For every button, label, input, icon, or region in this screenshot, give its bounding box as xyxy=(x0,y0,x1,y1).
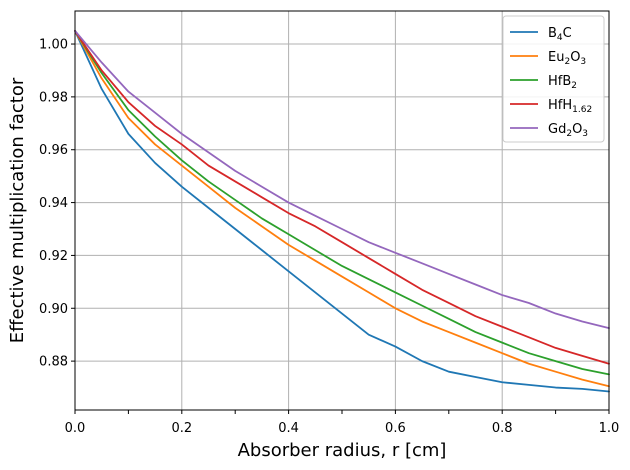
x-tick-label: 0.0 xyxy=(65,421,86,436)
legend-label: HfB2 xyxy=(548,74,577,91)
x-tick-label: 1.0 xyxy=(599,421,620,436)
y-tick-label: 0.98 xyxy=(39,90,68,105)
legend-box xyxy=(502,15,605,143)
x-tick-label: 0.2 xyxy=(171,421,192,436)
y-tick-label: 0.94 xyxy=(39,196,68,211)
y-axis-label: Effective multiplication factor xyxy=(7,77,28,343)
series-line-hfh1-62 xyxy=(74,29,610,365)
x-tick-label: 0.6 xyxy=(385,421,406,436)
y-tick-label: 0.92 xyxy=(39,249,68,264)
series-line-b4c xyxy=(74,29,610,393)
legend-label: HfH1.62 xyxy=(548,98,592,115)
x-axis-label: Absorber radius, r [cm] xyxy=(238,440,447,461)
legend-label: Gd2O3 xyxy=(548,122,588,139)
series-line-gd2o3 xyxy=(74,29,610,329)
y-tick-label: 1.00 xyxy=(39,38,68,53)
legend-label: Eu2O3 xyxy=(548,50,586,67)
x-tick-label: 0.8 xyxy=(492,421,513,436)
legend: B4C Eu2O3 HfB2 HfH1.62 Gd2O3 xyxy=(502,15,605,143)
x-axis-ticks: 0.0 0.2 0.4 0.6 0.8 1.0 xyxy=(65,410,620,436)
legend-label: B4C xyxy=(548,26,572,43)
x-tick-label: 0.4 xyxy=(278,421,299,436)
series-line-hfb2 xyxy=(74,29,610,376)
y-tick-label: 0.96 xyxy=(39,143,68,158)
y-tick-label: 0.88 xyxy=(39,355,68,370)
series-line-eu2o3 xyxy=(74,29,610,388)
y-tick-label: 0.90 xyxy=(39,302,68,317)
series-lines xyxy=(74,29,610,393)
y-axis-ticks: 0.88 0.90 0.92 0.94 0.96 0.98 1.00 xyxy=(39,38,75,370)
